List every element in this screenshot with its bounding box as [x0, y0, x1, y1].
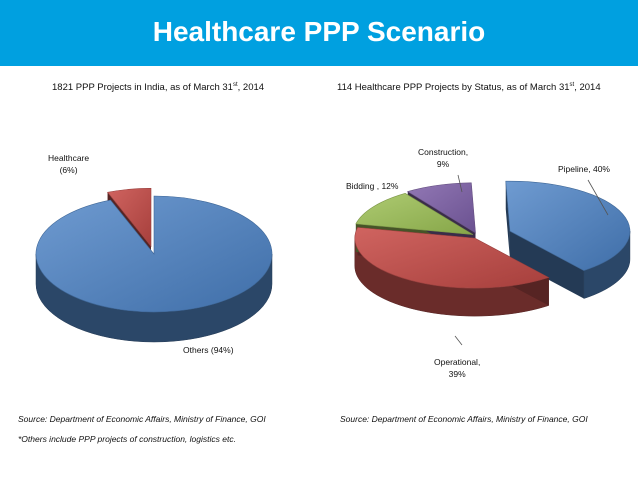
- operational-slice: [354, 227, 550, 289]
- pipeline-leader-line: [587, 179, 609, 216]
- others-slice: [35, 195, 273, 313]
- chart1-note: *Others include PPP projects of construc…: [18, 434, 236, 444]
- pipeline-slice: [505, 180, 631, 271]
- construction-leader-line: [457, 174, 463, 193]
- healthcare-slice: [107, 187, 152, 248]
- chart1-source: Source: Department of Economic Affairs, …: [18, 414, 266, 424]
- chart2-source: Source: Department of Economic Affairs, …: [340, 414, 588, 424]
- chart1-title: 1821 PPP Projects in India, as of March …: [52, 82, 265, 94]
- page-title: Healthcare PPP Scenario: [152, 16, 486, 47]
- chart2-title: 114 Healthcare PPP Projects by Status, a…: [337, 82, 601, 94]
- pipeline-slice-edge-1: [509, 231, 584, 299]
- construction-slice-label: Construction, 9%: [418, 147, 469, 169]
- construction-slice: [406, 182, 476, 234]
- pipeline-slice-edge-0: [505, 181, 510, 260]
- others-slice-label: Others (94%): [183, 345, 234, 355]
- operational-leader-line: [454, 335, 463, 346]
- pipeline-slice-label: Pipeline, 40%: [558, 164, 610, 174]
- bidding-slice-label: Bidding , 12%: [346, 181, 399, 191]
- pie-chart-ppp-projects: [35, 187, 273, 343]
- title-banner: Healthcare PPP Scenario: [0, 0, 638, 66]
- pie-chart-healthcare-status: [354, 180, 631, 317]
- operational-slice-label: Operational, 39%: [434, 357, 481, 379]
- bidding-slice: [355, 193, 474, 235]
- healthcare-slice-label: Healthcare (6%): [48, 153, 90, 175]
